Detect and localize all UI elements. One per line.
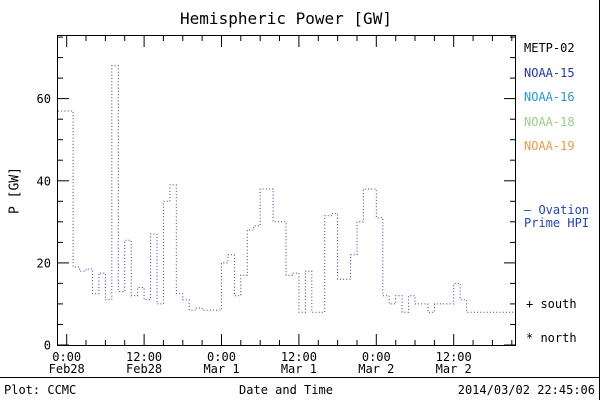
north-marker-legend: * north — [526, 331, 577, 345]
ovation-prime-hpi-legend: – Ovation Prime HPI — [524, 204, 589, 230]
x-tick-label: Mar 1 — [281, 362, 317, 376]
y-tick-label: 60 — [37, 92, 51, 106]
footer-separator — [0, 377, 600, 378]
x-tick-label: 12:00 — [436, 350, 472, 364]
ovation-legend-line2: Prime HPI — [524, 216, 590, 230]
y-tick-label: 40 — [37, 174, 51, 188]
chart-title: Hemispheric Power [GW] — [180, 9, 392, 28]
legend-item-noaa-19: NOAA-19 — [524, 139, 575, 153]
plot-frame — [57, 35, 516, 346]
footer: Plot: CCMC Date and Time 2014/03/02 22:4… — [0, 381, 600, 400]
x-tick-label: Mar 1 — [203, 362, 239, 376]
hpi-step-line — [58, 65, 514, 313]
legend-item-noaa-18: NOAA-18 — [524, 114, 575, 129]
x-tick-label: 0:00 — [207, 350, 236, 364]
x-tick-label: Mar 2 — [358, 362, 394, 376]
y-tick-label: 20 — [37, 256, 51, 270]
legend-item-metp-02: METP-02 — [524, 41, 575, 55]
satellite-legend: METP-02 NOAA-15 NOAA-16 NOAA-18 NOAA-19 — [524, 36, 575, 159]
x-tick-label: 12:00 — [126, 350, 162, 364]
ovation-legend-line1: – Ovation — [524, 203, 590, 217]
legend-item-noaa-15: NOAA-15 — [524, 65, 575, 80]
legend-item-noaa-16: NOAA-16 — [524, 90, 575, 104]
south-marker-legend: + south — [526, 297, 577, 311]
y-axis-label: P [GW] — [7, 167, 23, 214]
x-tick-label: 0:00 — [362, 350, 391, 364]
x-tick-label: Feb28 — [126, 362, 162, 376]
x-axis-label: Date and Time — [239, 383, 333, 397]
footer-timestamp: 2014/03/02 22:45:06 — [457, 383, 595, 397]
x-tick-label: 12:00 — [281, 350, 317, 364]
footer-plot-credit: Plot: CCMC — [4, 383, 77, 397]
x-tick-label: 0:00 — [52, 350, 81, 364]
x-tick-label: Mar 2 — [436, 362, 472, 376]
y-tick-label: 0 — [44, 339, 51, 353]
x-tick-label: Feb28 — [49, 362, 85, 376]
